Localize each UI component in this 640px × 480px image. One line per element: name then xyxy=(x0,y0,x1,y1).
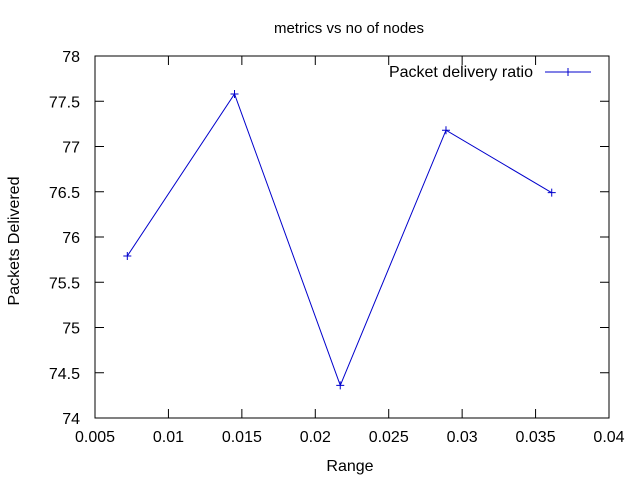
y-tick-label: 78 xyxy=(62,49,80,66)
x-tick-label: 0.015 xyxy=(222,429,262,446)
y-tick-label: 76.5 xyxy=(49,185,80,202)
x-axis-title: Range xyxy=(326,458,373,475)
series-line xyxy=(126,92,552,387)
data-point-marker xyxy=(123,252,132,261)
x-tick-label: 0.025 xyxy=(369,429,409,446)
y-tick-label: 77 xyxy=(62,140,80,157)
data-point-marker xyxy=(441,126,450,135)
data-point-marker xyxy=(230,90,239,99)
legend-label: Packet delivery ratio xyxy=(389,64,533,81)
x-tick-label: 0.03 xyxy=(447,429,478,446)
x-tick-label: 0.01 xyxy=(153,429,184,446)
y-tick-label: 74 xyxy=(62,411,80,428)
legend-marker xyxy=(564,68,572,76)
y-axis: 74 74.5 75 75.5 76 76.5 77 77.5 78 xyxy=(49,49,609,428)
y-axis-title: Packets Delivered xyxy=(6,177,23,306)
x-tick-label: 0.005 xyxy=(75,429,115,446)
series-group xyxy=(123,90,556,390)
legend: Packet delivery ratio xyxy=(389,64,591,81)
y-tick-label: 77.5 xyxy=(49,94,80,111)
x-tick-label: 0.02 xyxy=(300,429,331,446)
x-tick-label: 0.04 xyxy=(593,429,624,446)
x-tick-label: 0.035 xyxy=(516,429,556,446)
data-point-marker xyxy=(547,188,556,197)
y-tick-label: 75.5 xyxy=(49,275,80,292)
y-tick-label: 76 xyxy=(62,230,80,247)
y-tick-label: 75 xyxy=(62,321,80,338)
data-point-marker xyxy=(336,381,345,390)
plot-frame xyxy=(94,55,610,419)
y-tick-label: 74.5 xyxy=(49,366,80,383)
chart-title: metrics vs no of nodes xyxy=(274,20,424,37)
x-axis: 0.005 0.01 0.015 0.02 0.025 0.03 0.035 0.04 xyxy=(75,56,625,446)
